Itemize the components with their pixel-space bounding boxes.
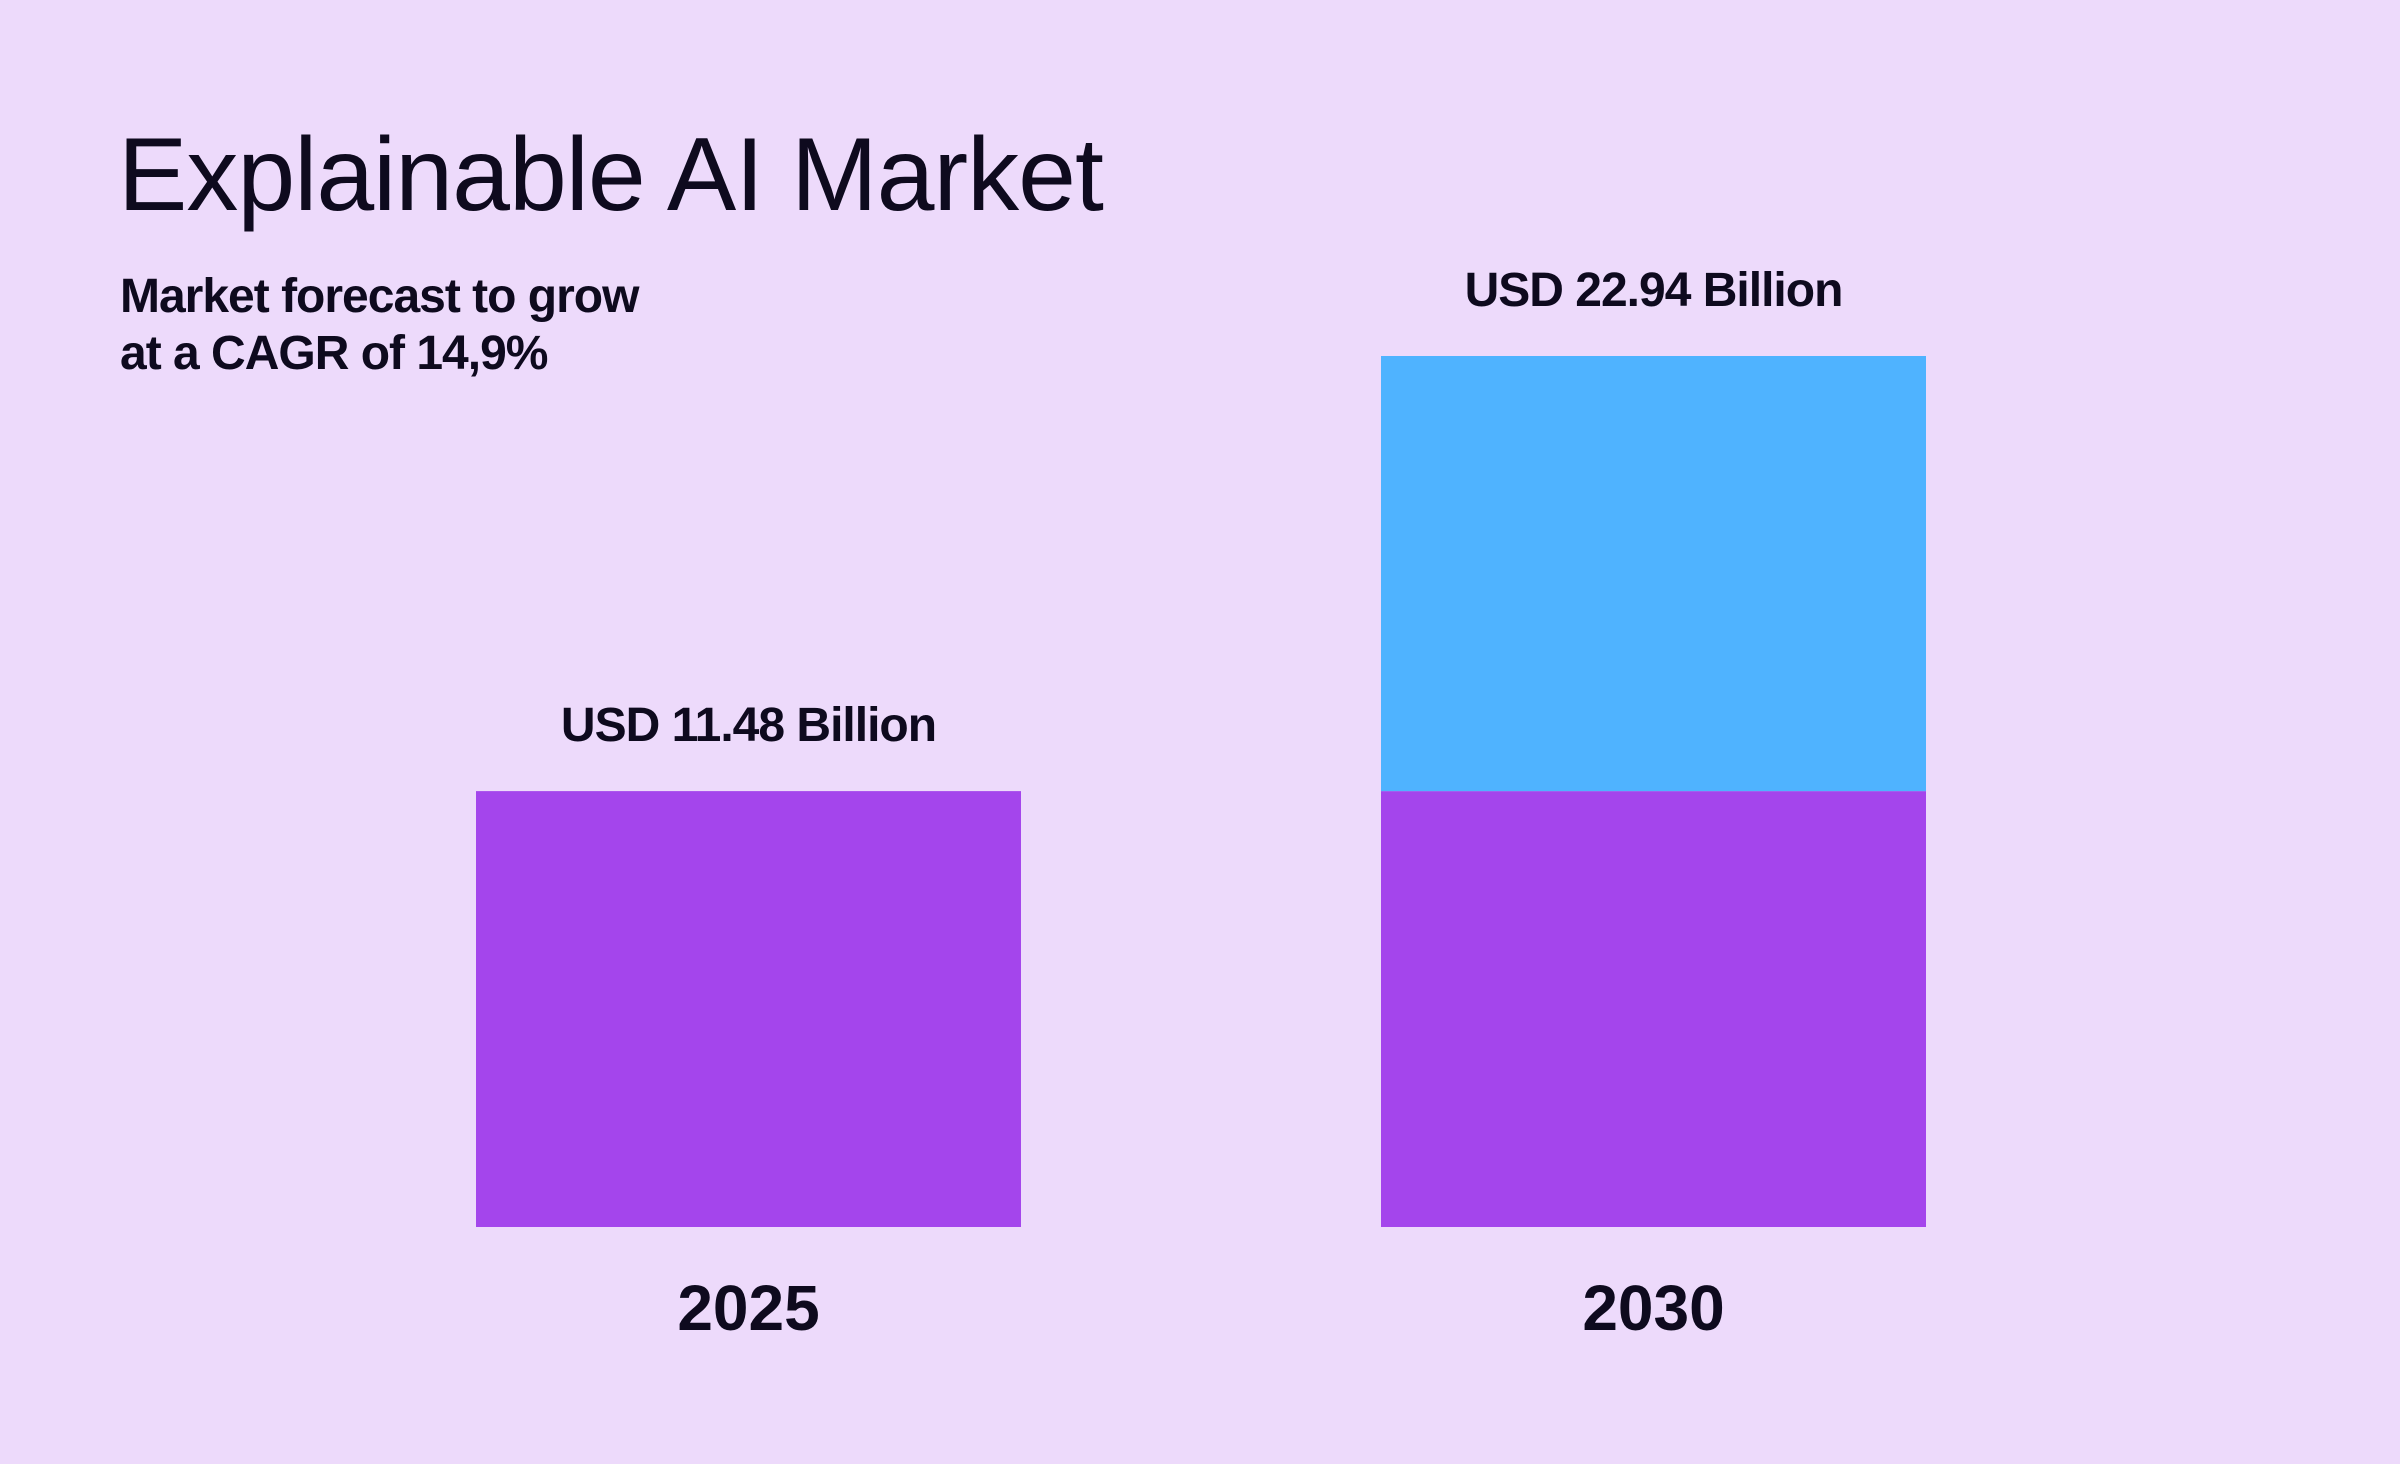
subtitle-line-1: Market forecast to grow — [120, 270, 639, 323]
data-label-2030: USD 22.94 Billion — [1465, 264, 1843, 317]
bar-2025-segment-1 — [476, 791, 1021, 1227]
subtitle-line-2: at a CAGR of 14,9% — [120, 327, 548, 380]
data-label-2025: USD 11.48 Billion — [561, 699, 936, 752]
bar-2030-segment-1 — [1381, 791, 1926, 1227]
chart-title: Explainable AI Market — [118, 117, 1104, 233]
x-tick-label-2030: 2030 — [1582, 1272, 1724, 1344]
bar-2030-segment-2 — [1381, 356, 1926, 792]
chart-subtitle: Market forecast to grow at a CAGR of 14,… — [120, 268, 639, 382]
x-tick-label-2025: 2025 — [677, 1272, 819, 1344]
